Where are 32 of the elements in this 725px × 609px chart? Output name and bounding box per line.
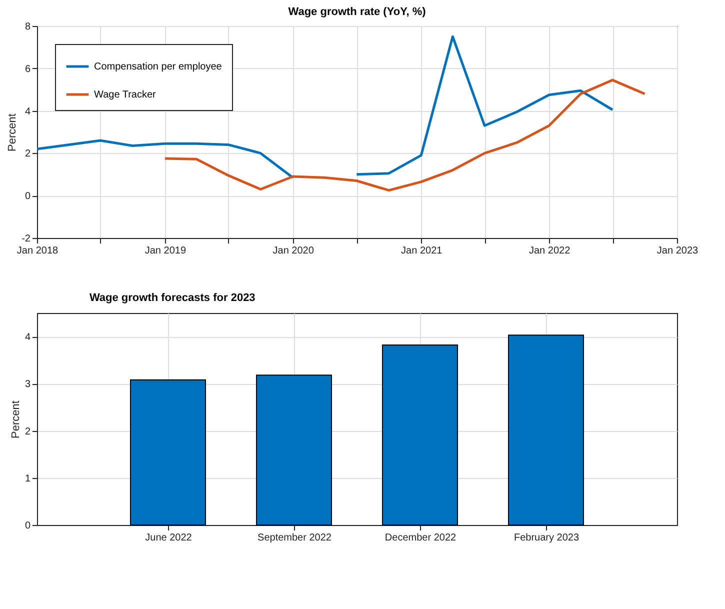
x-tick-label: September 2022 <box>258 532 332 544</box>
x-tick-label: Jan 2021 <box>401 246 443 256</box>
x-tick-label: December 2022 <box>384 532 457 544</box>
x-tick-label: Jan 2023 <box>656 246 699 256</box>
x-tick-label: February 2023 <box>514 532 580 544</box>
y-axis-title: Percent <box>6 114 19 152</box>
x-tick-label: Jan 2019 <box>144 246 186 256</box>
y-tick-label: -2 <box>22 234 31 244</box>
y-tick-label: 1 <box>24 473 31 484</box>
x-tick-label: June 2022 <box>145 532 192 544</box>
y-tick-label: 4 <box>24 106 31 118</box>
chart-title: Wage growth rate (YoY, %) <box>288 6 426 18</box>
x-tick-label: Jan 2020 <box>272 246 314 256</box>
y-tick-label: 2 <box>24 148 31 160</box>
chart-title: Wage growth forecasts for 2023 <box>89 292 256 304</box>
y-tick-label: 8 <box>24 22 31 32</box>
y-tick-label: 0 <box>24 520 31 532</box>
bar <box>256 374 332 526</box>
bar <box>508 334 584 526</box>
y-tick-label: 3 <box>24 379 31 390</box>
y-tick-label: 6 <box>24 64 31 75</box>
x-tick-label: Jan 2018 <box>16 246 59 256</box>
y-axis-title: Percent <box>10 400 22 438</box>
y-tick-label: 2 <box>24 426 31 438</box>
legend-label: Wage Tracker <box>94 90 157 100</box>
legend-label: Compensation per employee <box>94 62 222 72</box>
y-tick-label: 0 <box>24 191 31 202</box>
x-tick-label: Jan 2022 <box>528 246 571 256</box>
line-series <box>164 78 646 192</box>
bar <box>382 344 458 526</box>
y-tick-label: 4 <box>24 332 31 344</box>
bar <box>130 379 206 526</box>
